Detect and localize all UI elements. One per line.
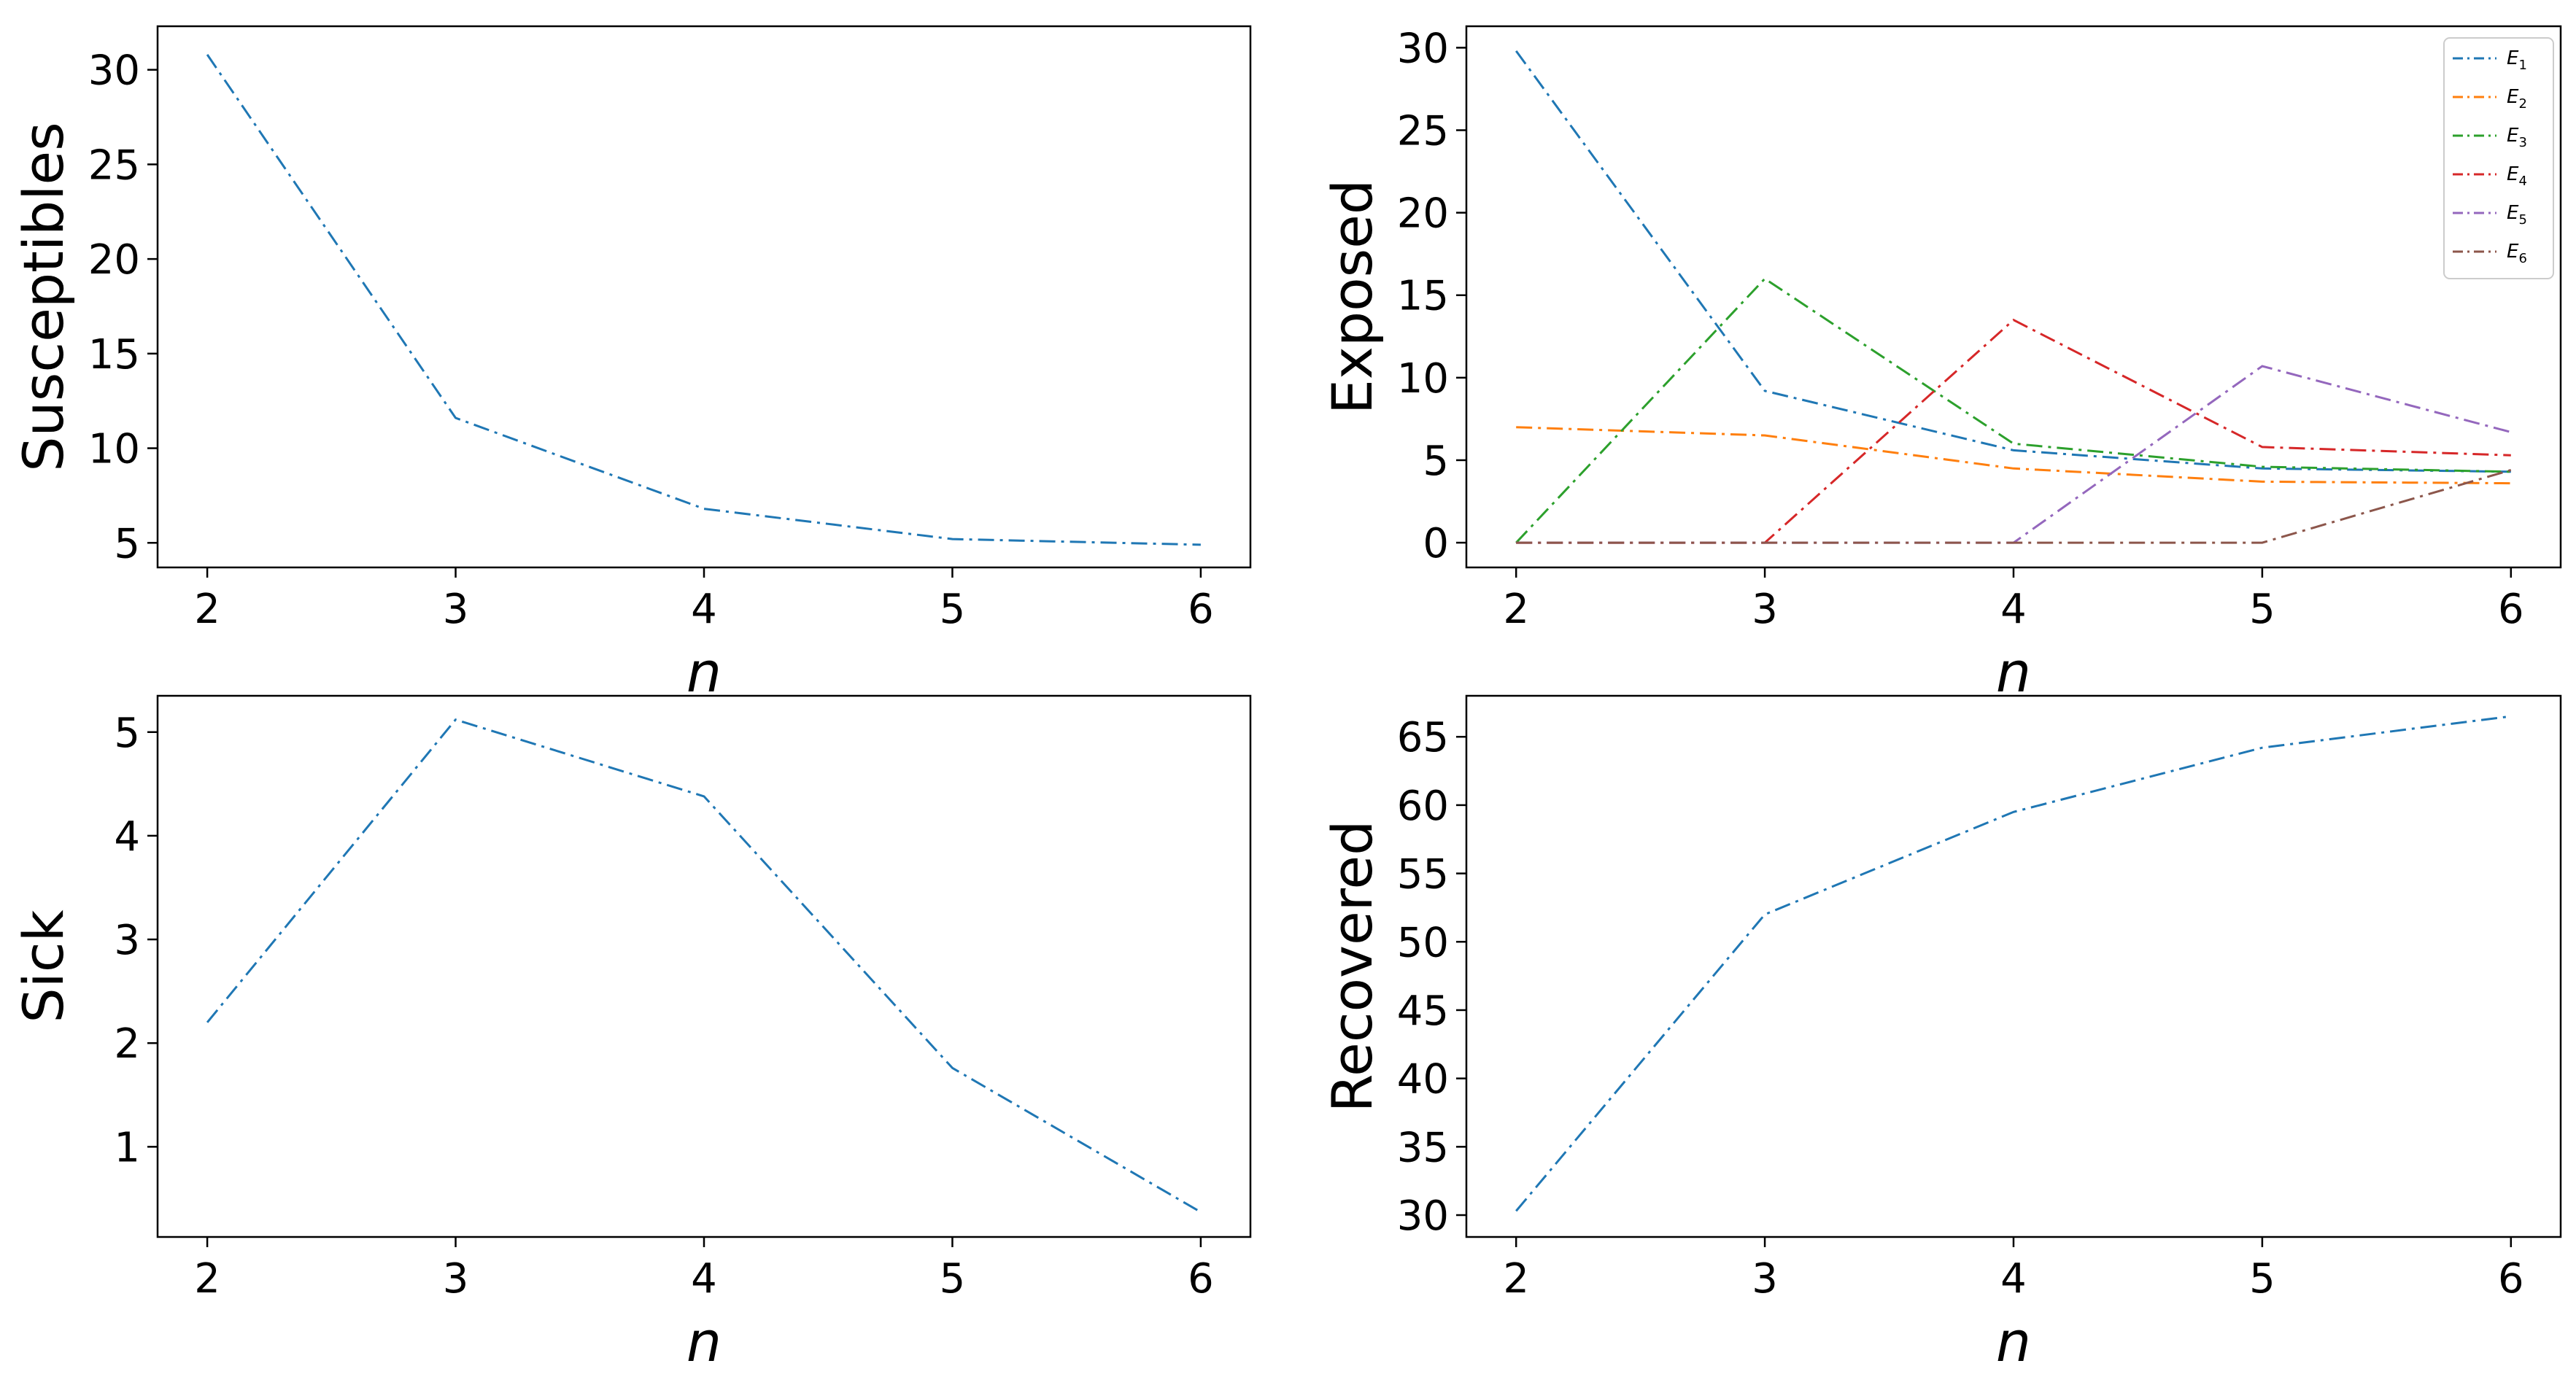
x-tick-label: 6 [1188,1255,1214,1303]
y-tick-label: 30 [1397,25,1449,72]
x-tick-label: 4 [2000,586,2027,633]
y-tick-label: 30 [88,47,140,95]
legend-entry-subscript: 5 [2518,212,2526,228]
x-tick-label: 6 [1188,586,1214,633]
y-tick-label: 45 [1397,988,1449,1035]
series-line-e6 [1516,469,2512,544]
subplot-sick: 2 3 4 5 6 1 2 3 4 5 n Sick [11,694,1252,1374]
series-line-e3 [1515,277,2511,544]
series-line-sick [206,718,1202,1214]
y-tick-label: 20 [88,236,140,284]
axes-frame [156,25,1252,569]
x-tick-label: 6 [2498,586,2524,633]
y-tick-label: 5 [1423,438,1449,485]
legend-entry-label: E [2507,241,2519,263]
x-tick-label: 3 [443,586,469,633]
y-tick-label: 25 [88,141,140,189]
legend-entry: E5 [2507,202,2527,228]
y-tick-label: 40 [1397,1056,1449,1103]
y-tick-label: 20 [1397,190,1449,238]
legend-entry-label: E [2507,47,2519,69]
x-tick-label: 2 [1503,1255,1529,1303]
x-tick-label: 6 [2498,1255,2524,1303]
axes-frame [156,694,1252,1238]
x-tick-label: 3 [443,1255,469,1303]
y-tick-label: 50 [1397,919,1449,966]
y-tick-label: 30 [1397,1192,1449,1240]
legend-entry-subscript: 3 [2518,135,2526,150]
legend-entry: E2 [2507,86,2527,112]
legend-entry: E6 [2507,241,2527,266]
y-tick-label: 5 [114,710,140,757]
y-axis-label: Exposed [1320,179,1385,414]
series-line-e5 [1516,365,2512,544]
y-tick-label: 2 [114,1020,140,1068]
y-tick-label: 1 [114,1124,140,1171]
legend-entry-label: E [2507,163,2519,185]
x-axis-label: n [686,1309,722,1374]
y-tick-label: 4 [114,813,140,861]
subplot-susceptibles: 2 3 4 5 6 5 10 15 20 25 30 n Susceptibles [11,25,1252,705]
x-tick-label: 4 [2000,1255,2027,1303]
y-tick-label: 65 [1397,714,1449,761]
series-line-recovered [1515,715,2511,1212]
y-tick-label: 35 [1397,1124,1449,1171]
x-tick-label: 4 [691,586,717,633]
y-tick-label: 5 [114,520,140,567]
legend-entry-label: E [2507,125,2519,147]
x-tick-label: 3 [1752,586,1778,633]
legend-entry: E1 [2507,47,2527,73]
x-tick-label: 2 [1503,586,1529,633]
legend-entry-subscript: 1 [2518,58,2526,73]
x-tick-label: 5 [2249,586,2275,633]
series-line-e4 [1516,318,2511,544]
y-tick-label: 10 [88,426,140,473]
y-tick-label: 3 [114,917,140,964]
x-axis-label: n [1996,640,2031,705]
legend-entry-label: E [2507,202,2519,224]
x-axis-label: n [686,640,722,705]
y-tick-label: 15 [88,331,140,379]
legend-entry-subscript: 4 [2518,174,2526,189]
axes-frame [1465,694,2562,1238]
y-tick-label: 15 [1397,273,1449,320]
legend-box [2443,37,2554,279]
series-line-susceptibles [206,54,1201,546]
x-tick-label: 5 [940,1255,966,1303]
legend-entry: E4 [2507,163,2527,189]
y-axis-label: Susceptibles [11,122,76,471]
y-tick-label: 55 [1397,851,1449,899]
x-tick-label: 3 [1752,1255,1778,1303]
x-tick-label: 5 [2249,1255,2275,1303]
x-tick-label: 4 [691,1255,717,1303]
x-tick-label: 2 [194,1255,220,1303]
x-tick-label: 2 [194,586,220,633]
axes-frame [1465,25,2562,569]
series-line-e2 [1516,426,2511,485]
y-tick-label: 60 [1397,783,1449,830]
legend-entry-subscript: 6 [2518,251,2526,266]
y-tick-label: 25 [1397,108,1449,155]
y-tick-label: 10 [1397,355,1449,403]
y-tick-label: 0 [1423,520,1449,567]
y-axis-label: Sick [11,909,76,1023]
x-axis-label: n [1996,1309,2031,1374]
x-tick-label: 5 [940,586,966,633]
legend-entry-subscript: 2 [2518,96,2526,112]
legend-entry-label: E [2507,86,2519,108]
y-axis-label: Recovered [1320,821,1385,1113]
series-line-e1 [1515,50,2511,473]
legend-entry: E3 [2507,125,2527,150]
